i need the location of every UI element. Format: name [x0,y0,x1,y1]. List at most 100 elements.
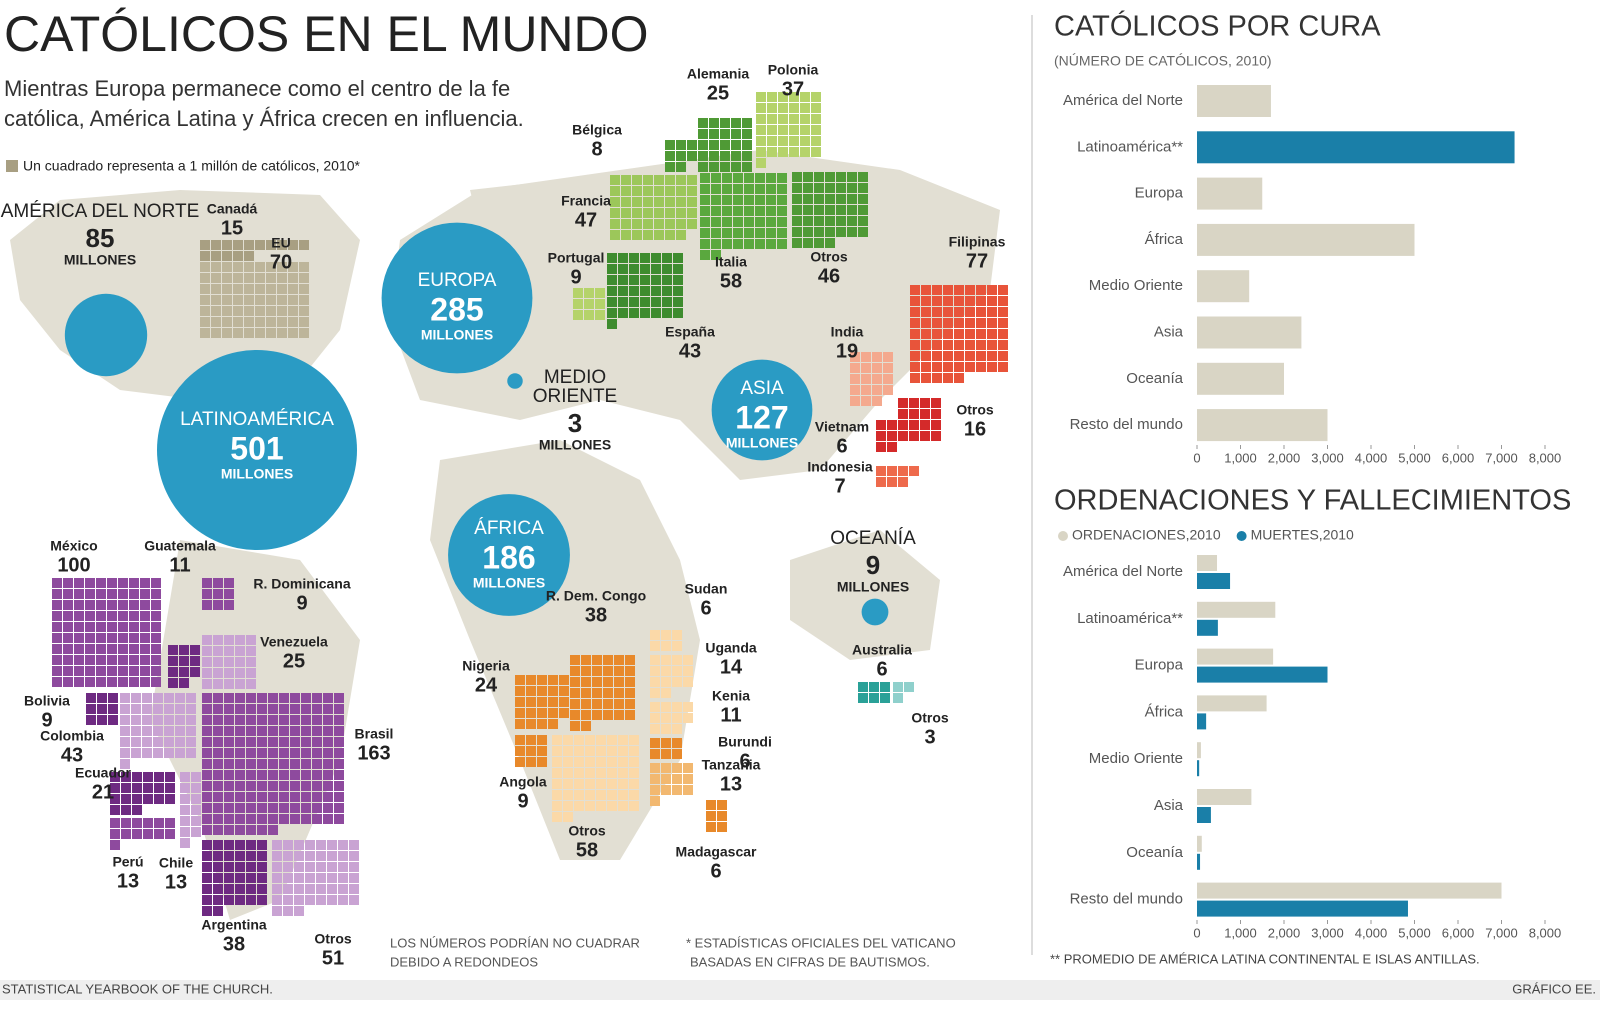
waffle-square [887,477,897,487]
waffle-square [574,746,584,756]
waffle-square [246,646,256,656]
country-waffle [515,735,547,767]
waffle-square [277,306,287,316]
country-waffle [893,682,914,703]
waffle-square [294,884,304,894]
waffle-square [717,800,727,810]
waffle-square [552,812,562,822]
waffle-square [312,814,322,824]
waffle-square [766,217,776,227]
region-name: OCEANÍA [830,528,916,549]
waffle-square [142,704,152,714]
country-name: Nigeria [462,658,510,674]
waffle-square [650,688,660,698]
waffle-square [222,306,232,316]
waffle-square [200,262,210,272]
waffle-square [731,118,741,128]
country-value: 13 [165,871,187,893]
waffle-square [213,851,223,861]
waffle-square [164,748,174,758]
waffle-square [202,781,212,791]
waffle-square [676,208,686,218]
waffle-square [976,340,986,350]
waffle-square [672,666,682,676]
waffle-square [872,352,882,362]
waffle-square [581,710,591,720]
waffle-square [976,307,986,317]
waffle-square [120,759,130,769]
waffle-square [255,273,265,283]
category-label: Europa [1135,657,1184,674]
waffle-square [687,186,697,196]
country-waffle [700,173,787,260]
waffle-square [349,884,359,894]
waffle-square [235,840,245,850]
waffle-square [909,409,919,419]
waffle-square [683,702,693,712]
waffle-square [755,239,765,249]
waffle-square [244,251,254,261]
waffle-square [836,205,846,215]
waffle-square [548,686,558,696]
waffle-square [932,318,942,328]
waffle-square [563,746,573,756]
waffle-square [803,238,813,248]
waffle-square [720,129,730,139]
waffle-square [63,677,73,687]
waffle-square [792,205,802,215]
waffle-square [625,666,635,676]
waffle-square [570,677,580,687]
waffle-square [316,884,326,894]
waffle-square [998,340,1008,350]
waffle-square [661,713,671,723]
waffle-square [803,205,813,215]
waffle-square [129,677,139,687]
waffle-square [334,781,344,791]
waffle-square [632,208,642,218]
country-waffle [850,352,893,406]
waffle-square [709,151,719,161]
waffle-square [244,317,254,327]
bar [1197,85,1271,117]
waffle-square [179,667,189,677]
waffle-square [651,264,661,274]
waffle-square [814,216,824,226]
waffle-square [268,704,278,714]
waffle-square [800,92,810,102]
waffle-square [650,785,660,795]
waffle-square [614,699,624,709]
waffle-square [246,759,256,769]
waffle-square [559,697,569,707]
waffle-square [777,239,787,249]
waffle-square [640,275,650,285]
waffle-square [629,253,639,263]
waffle-square [151,589,161,599]
waffle-square [672,655,682,665]
waffle-square [290,803,300,813]
waffle-square [650,713,660,723]
country-value: 25 [283,650,305,672]
country-waffle [858,682,890,703]
waffle-square [665,162,675,172]
waffle-square [614,655,624,665]
waffle-square [676,162,686,172]
waffle-square [190,656,200,666]
waffle-square [607,735,617,745]
waffle-square [312,759,322,769]
waffle-square [277,262,287,272]
waffle-square [618,779,628,789]
waffle-square [998,285,1008,295]
waffle-square [850,363,860,373]
waffle-square [552,768,562,778]
waffle-square [909,398,919,408]
waffle-square [665,208,675,218]
waffle-square [515,746,525,756]
waffle-square [233,240,243,250]
waffle-square [778,125,788,135]
country-name: Sudan [685,581,728,597]
waffle-square [299,262,309,272]
waffle-square [246,884,256,894]
waffle-square [665,186,675,196]
waffle-square [700,217,710,227]
waffle-square [305,862,315,872]
